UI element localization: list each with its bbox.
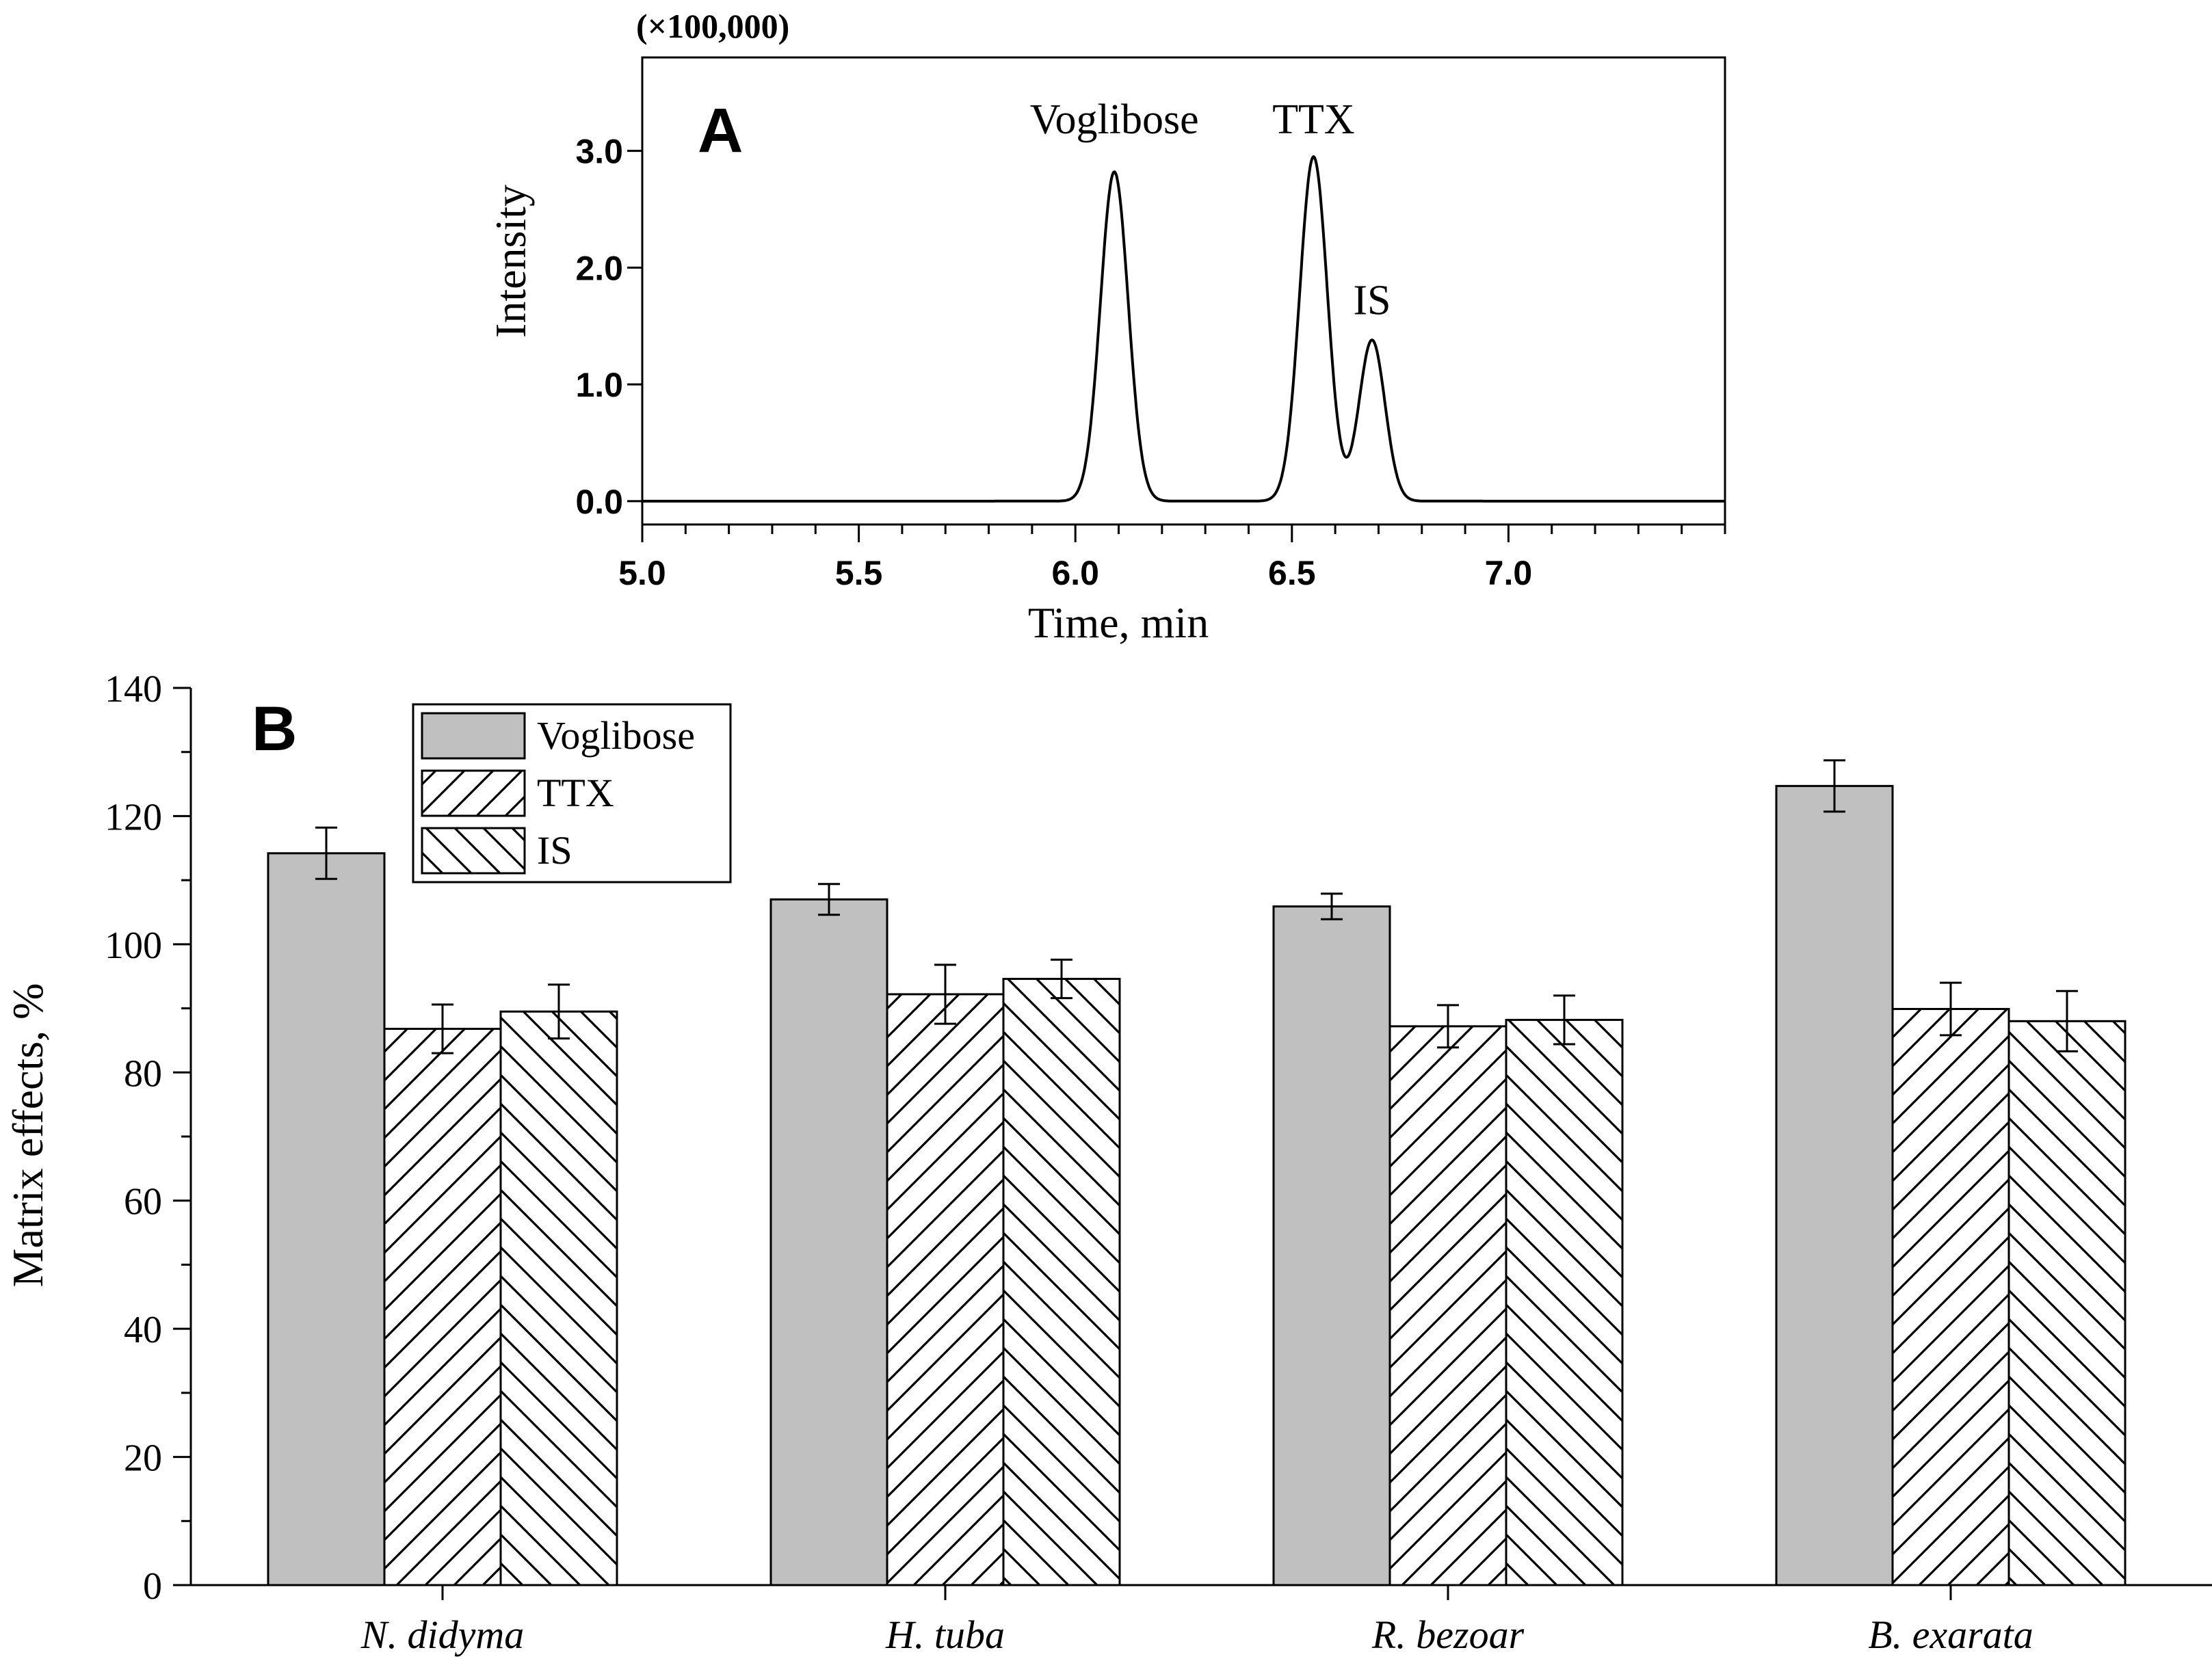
category-label: R. bezoar xyxy=(1371,1612,1525,1657)
bar-y-tick-label: 60 xyxy=(124,1181,162,1223)
chromatogram-y-tick-label: 0.0 xyxy=(575,483,623,521)
bar-y-tick-label: 120 xyxy=(105,796,162,838)
chromatogram-x-tick-label: 5.0 xyxy=(618,554,666,592)
bar xyxy=(1891,1008,2010,1586)
chromatogram-x-tick-label: 7.0 xyxy=(1485,554,1533,592)
panel-b-label: B xyxy=(252,694,297,764)
legend-entry-label: Voglibose xyxy=(537,713,695,758)
bar xyxy=(2007,1020,2127,1586)
peak-label: TTX xyxy=(1272,96,1355,143)
bar xyxy=(267,852,386,1586)
legend-swatch xyxy=(421,827,526,875)
chromatogram-y-tick-label: 1.0 xyxy=(575,366,623,404)
legend-entry-label: IS xyxy=(537,828,572,873)
error-bars xyxy=(315,759,2078,1054)
panel-a-label: A xyxy=(698,96,743,165)
chromatogram-y-tick-label: 2.0 xyxy=(575,249,623,287)
chromatogram-y-tick-label: 3.0 xyxy=(575,133,623,171)
bar xyxy=(383,1028,502,1586)
bar-y-tick-label: 20 xyxy=(124,1437,162,1480)
bar xyxy=(1505,1018,1624,1586)
bar xyxy=(886,993,1005,1586)
legend-swatch xyxy=(421,769,526,817)
bar xyxy=(1002,977,1121,1586)
legend-swatch xyxy=(421,712,526,760)
bar-y-tick-label: 100 xyxy=(105,925,162,967)
bar xyxy=(1775,784,1894,1586)
bar xyxy=(499,1010,618,1586)
bar-y-tick-label: 40 xyxy=(124,1309,162,1351)
chromatogram-x-tick-label: 6.5 xyxy=(1268,554,1316,592)
chromatogram-y-ticks: 0.0 1.0 2.0 3.0 xyxy=(575,133,642,521)
bar xyxy=(1388,1025,1507,1586)
chromatogram-x-tick-label: 5.5 xyxy=(835,554,883,592)
chromatogram-plot-frame xyxy=(641,56,1726,526)
bar-y-tick-label: 80 xyxy=(124,1052,162,1095)
bar-y-tick-label: 140 xyxy=(105,668,162,710)
bar-x-ticks: N. didyma H. tuba R. bezoar B. exarata xyxy=(360,1585,2033,1657)
category-label: B. exarata xyxy=(1868,1612,2033,1657)
category-label: H. tuba xyxy=(885,1612,1005,1657)
chromatogram-y-axis-label: Intensity xyxy=(486,185,535,338)
bar xyxy=(1272,905,1391,1586)
peak-label: IS xyxy=(1353,278,1391,324)
bar-y-axis-label: Matrix effects, % xyxy=(3,983,52,1288)
legend: Voglibose TTX IS xyxy=(412,703,732,884)
matrix-effects-panel: 0 20 40 60 80 100 120 140 N. didyma H. tuba R. be… xyxy=(3,668,2212,1657)
chromatogram-x-ticks: 5.0 5.5 6.0 6.5 7.0 xyxy=(618,524,1726,592)
peak-annotations: Voglibose TTX IS xyxy=(1030,96,1391,324)
intensity-multiplier-label: (×100,000) xyxy=(636,7,789,45)
legend-entry-label: TTX xyxy=(537,771,614,815)
category-label: N. didyma xyxy=(360,1612,524,1657)
bar-y-ticks: 0 20 40 60 80 100 120 140 xyxy=(105,668,191,1608)
bar xyxy=(769,898,888,1586)
bar-y-tick-label: 0 xyxy=(143,1565,162,1608)
chromatogram-trace xyxy=(642,155,1725,503)
chromatogram-panel: A (×100,000) 0.0 1.0 2.0 3.0 5.0 5.5 6.0 6.5 7.… xyxy=(486,7,1726,647)
chromatogram-x-tick-label: 6.0 xyxy=(1051,554,1099,592)
bar-series xyxy=(267,784,2127,1586)
chromatogram-x-axis-label: Time, min xyxy=(1028,598,1209,647)
peak-label: Voglibose xyxy=(1030,96,1199,143)
